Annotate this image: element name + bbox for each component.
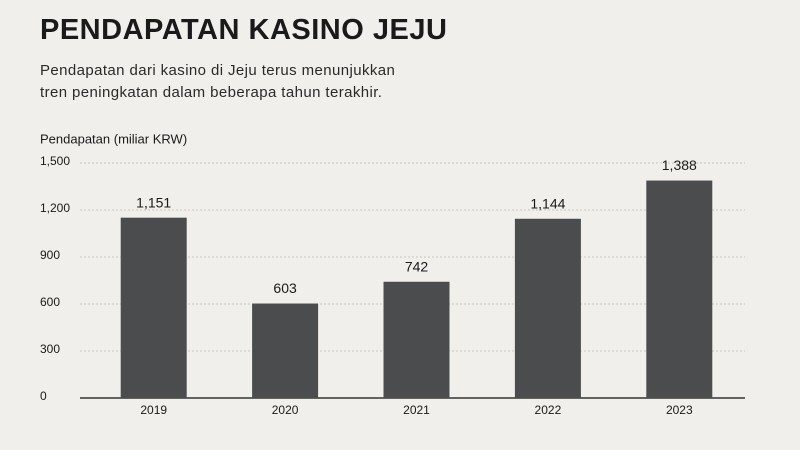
- bar: [514, 218, 581, 398]
- bar: [252, 303, 319, 398]
- bar: [383, 281, 450, 398]
- y-tick-label: 900: [40, 248, 60, 262]
- y-axis-label: Pendapatan (miliar KRW): [40, 131, 187, 146]
- y-tick-label: 300: [40, 342, 60, 356]
- data-label: 1,388: [662, 157, 697, 173]
- y-tick-label: 1,200: [40, 201, 70, 215]
- chart-title: PENDAPATAN KASINO JEJU: [40, 14, 448, 46]
- x-tick-label: 2020: [272, 403, 299, 417]
- y-tick-label: 0: [40, 389, 47, 403]
- x-tick-label: 2023: [666, 403, 693, 417]
- subtitle: tren peningkatan dalam beberapa tahun te…: [40, 84, 383, 101]
- subtitle: Pendapatan dari kasino di Jeju terus men…: [40, 62, 396, 79]
- y-tick-label: 1,500: [40, 154, 70, 168]
- data-label: 742: [405, 258, 429, 274]
- bar: [646, 180, 713, 398]
- data-label: 1,144: [530, 195, 565, 211]
- x-tick-label: 2021: [403, 403, 430, 417]
- x-tick-label: 2019: [140, 403, 167, 417]
- bar: [120, 217, 187, 398]
- y-tick-label: 600: [40, 295, 60, 309]
- data-label: 1,151: [136, 194, 171, 210]
- x-tick-label: 2022: [535, 403, 562, 417]
- data-label: 603: [273, 280, 297, 296]
